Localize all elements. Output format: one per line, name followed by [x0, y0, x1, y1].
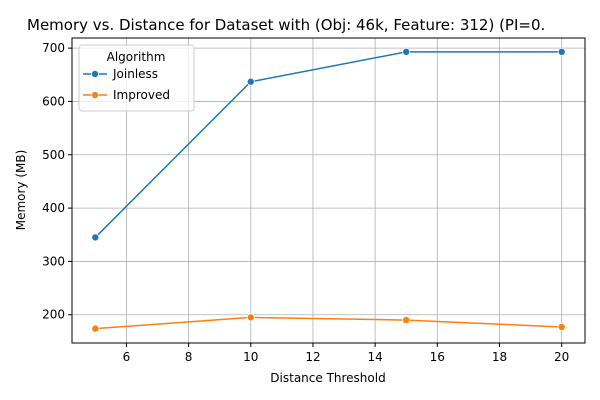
legend-title: Algorithm: [107, 50, 166, 64]
plot-frame: [71, 37, 586, 344]
data-point-joinless: [91, 233, 100, 242]
x-tick-label: 14: [367, 350, 382, 364]
chart-title: Memory vs. Distance for Dataset with (Ob…: [27, 16, 545, 34]
y-tick-label: 300: [42, 254, 65, 268]
data-point-improved: [91, 324, 100, 333]
data-point-joinless: [402, 47, 411, 56]
y-axis-label: Memory (MB): [14, 150, 28, 231]
legend-marker-joinless: [91, 70, 100, 79]
x-tick-label: 12: [305, 350, 320, 364]
data-point-improved: [246, 313, 255, 322]
y-tick-label: 400: [42, 201, 65, 215]
series-line-improved: [95, 316, 562, 330]
data-point-joinless: [246, 77, 255, 86]
legend-marker-improved: [91, 91, 100, 100]
legend-label-joinless: Joinless: [112, 67, 158, 81]
data-point-improved: [557, 323, 566, 332]
x-tick-label: 8: [185, 350, 193, 364]
x-tick-label: 10: [243, 350, 258, 364]
legend-label-improved: Improved: [113, 88, 170, 102]
x-tick-label: 6: [123, 350, 131, 364]
y-tick-label: 200: [42, 308, 65, 322]
legend: Algorithm Joinless Improved: [78, 44, 195, 112]
x-ticks: 6 8 10 12 14 16 18 20: [123, 343, 569, 364]
series-layer: [91, 47, 566, 333]
legend-box: [78, 44, 195, 112]
y-ticks: 200 300 400 500 600 700: [42, 41, 72, 322]
data-point-joinless: [557, 47, 566, 56]
grid-layer: [72, 38, 585, 343]
x-tick-label: 16: [430, 350, 445, 364]
y-tick-label: 500: [42, 148, 65, 162]
x-tick-label: 20: [554, 350, 569, 364]
series-line-joinless: [94, 51, 562, 238]
x-tick-label: 18: [492, 350, 507, 364]
legend-items: Joinless Improved: [83, 67, 170, 102]
y-tick-label: 600: [42, 94, 65, 108]
data-point-improved: [402, 316, 411, 325]
x-axis-label: Distance Threshold: [270, 371, 385, 385]
y-tick-label: 700: [42, 41, 65, 55]
